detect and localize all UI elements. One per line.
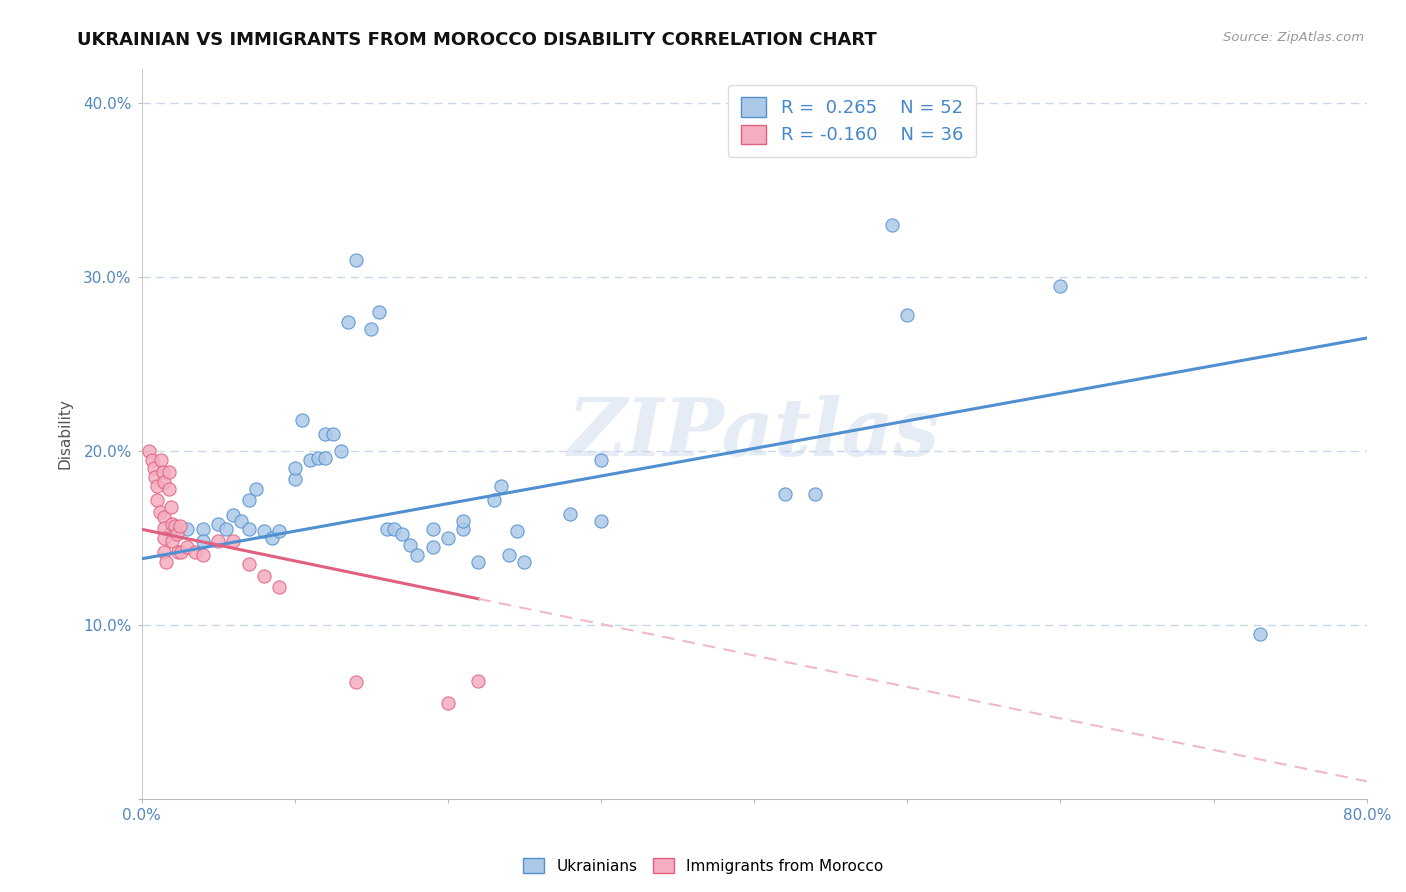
- Point: [269, 580, 291, 594]
- Point: [149, 505, 172, 519]
- Point: [284, 472, 307, 486]
- Point: [506, 524, 529, 538]
- Point: [238, 492, 260, 507]
- Point: [222, 534, 245, 549]
- Point: [804, 487, 827, 501]
- Point: [422, 540, 444, 554]
- Point: [589, 514, 612, 528]
- Point: [391, 527, 413, 541]
- Point: [169, 518, 191, 533]
- Point: [141, 452, 163, 467]
- Point: [329, 444, 352, 458]
- Point: [146, 492, 169, 507]
- Point: [367, 305, 389, 319]
- Point: [360, 322, 382, 336]
- Point: [314, 450, 336, 465]
- Point: [337, 315, 360, 329]
- Point: [165, 518, 187, 533]
- Point: [191, 522, 214, 536]
- Point: [155, 555, 177, 569]
- Point: [451, 522, 474, 536]
- Legend: Ukrainians, Immigrants from Morocco: Ukrainians, Immigrants from Morocco: [516, 852, 890, 880]
- Point: [153, 545, 176, 559]
- Point: [253, 524, 276, 538]
- Point: [150, 452, 173, 467]
- Text: UKRAINIAN VS IMMIGRANTS FROM MOROCCO DISABILITY CORRELATION CHART: UKRAINIAN VS IMMIGRANTS FROM MOROCCO DIS…: [77, 31, 877, 49]
- Y-axis label: Disability: Disability: [58, 398, 72, 469]
- Point: [153, 531, 176, 545]
- Text: ZIPatlas: ZIPatlas: [568, 395, 941, 473]
- Point: [322, 426, 344, 441]
- Point: [1249, 626, 1271, 640]
- Point: [166, 527, 188, 541]
- Point: [1049, 278, 1071, 293]
- Point: [314, 426, 336, 441]
- Point: [260, 531, 283, 545]
- Point: [491, 479, 513, 493]
- Point: [146, 479, 169, 493]
- Point: [513, 555, 536, 569]
- Point: [176, 522, 198, 536]
- Point: [437, 531, 460, 545]
- Point: [589, 452, 612, 467]
- Point: [451, 514, 474, 528]
- Point: [422, 522, 444, 536]
- Point: [157, 483, 180, 497]
- Point: [344, 675, 367, 690]
- Point: [398, 538, 420, 552]
- Point: [437, 696, 460, 710]
- Point: [152, 465, 174, 479]
- Point: [238, 522, 260, 536]
- Point: [170, 545, 193, 559]
- Point: [467, 555, 489, 569]
- Point: [291, 413, 314, 427]
- Point: [207, 516, 229, 531]
- Point: [176, 540, 198, 554]
- Point: [344, 252, 367, 267]
- Point: [253, 569, 276, 583]
- Point: [307, 450, 329, 465]
- Point: [153, 475, 176, 490]
- Point: [229, 514, 252, 528]
- Point: [896, 309, 918, 323]
- Text: Source: ZipAtlas.com: Source: ZipAtlas.com: [1223, 31, 1364, 45]
- Point: [184, 545, 207, 559]
- Point: [375, 522, 398, 536]
- Point: [245, 483, 267, 497]
- Point: [215, 522, 238, 536]
- Point: [159, 500, 181, 514]
- Legend: R =  0.265    N = 52, R = -0.160    N = 36: R = 0.265 N = 52, R = -0.160 N = 36: [728, 85, 976, 157]
- Point: [498, 549, 520, 563]
- Point: [191, 549, 214, 563]
- Point: [142, 461, 165, 475]
- Point: [138, 444, 160, 458]
- Point: [143, 470, 166, 484]
- Point: [160, 516, 183, 531]
- Point: [167, 545, 190, 559]
- Point: [284, 461, 307, 475]
- Point: [160, 534, 183, 549]
- Point: [269, 524, 291, 538]
- Point: [207, 534, 229, 549]
- Point: [153, 520, 176, 534]
- Point: [406, 549, 429, 563]
- Point: [153, 510, 176, 524]
- Point: [191, 534, 214, 549]
- Point: [382, 522, 405, 536]
- Point: [467, 673, 489, 688]
- Point: [222, 508, 245, 523]
- Point: [157, 465, 180, 479]
- Point: [160, 522, 183, 536]
- Point: [560, 507, 582, 521]
- Point: [773, 487, 796, 501]
- Point: [298, 452, 321, 467]
- Point: [238, 557, 260, 571]
- Point: [482, 492, 505, 507]
- Point: [880, 218, 903, 232]
